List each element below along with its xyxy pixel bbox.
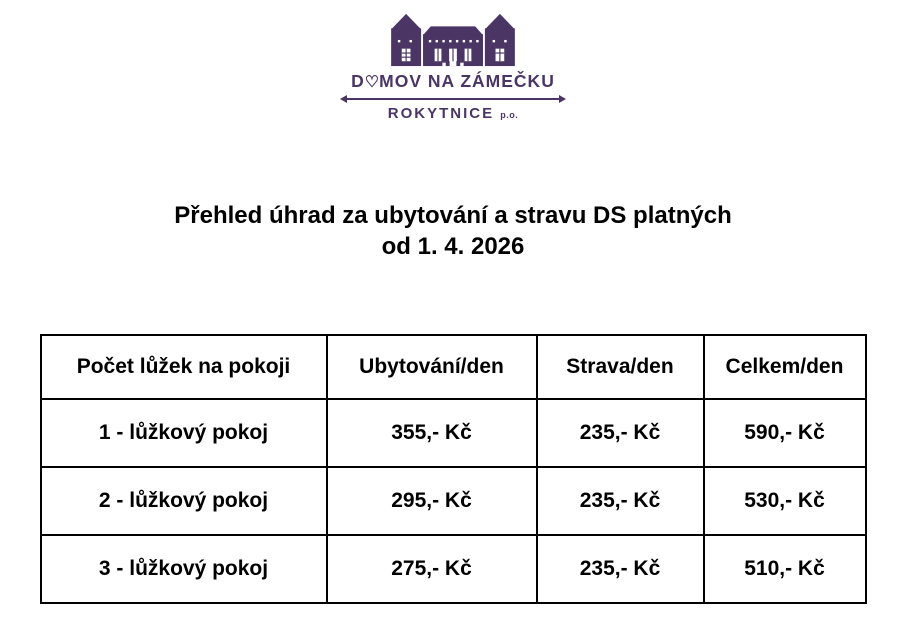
food-price-cell: 235,- Kč [535, 466, 705, 536]
total-price-cell: 590,- Kč [702, 398, 867, 468]
table-header-row: Počet lůžek na pokoji Ubytování/den Stra… [39, 334, 867, 400]
total-price-cell: 530,- Kč [702, 466, 867, 536]
column-header-food: Strava/den [535, 334, 705, 400]
page-title-line2: od 1. 4. 2026 [381, 233, 525, 260]
column-header-beds: Počet lůžek na pokoji [39, 334, 328, 400]
accommodation-price-cell: 275,- Kč [325, 534, 538, 604]
room-type-cell: 3 - lůžkový pokoj [39, 534, 328, 604]
page-title-line1: Přehled úhrad za ubytování a stravu DS p… [174, 202, 732, 229]
table-row: 1 - lůžkový pokoj 355,- Kč 235,- Kč 590,… [39, 398, 867, 468]
price-table: Počet lůžek na pokoji Ubytování/den Stra… [39, 334, 867, 604]
food-price-cell: 235,- Kč [535, 398, 705, 468]
table-row: 3 - lůžkový pokoj 275,- Kč 235,- Kč 510,… [39, 534, 867, 604]
org-wordmark: D♡MOV NA ZÁMEČKU [0, 71, 906, 93]
divider-line [347, 98, 559, 100]
org-wordmark-part1: D [351, 71, 365, 91]
org-subname: ROKYTNICE p.o. [0, 105, 906, 124]
org-subname-text: ROKYTNICE [387, 105, 495, 122]
castle-icon [391, 13, 515, 67]
org-logo: D♡MOV NA ZÁMEČKU ROKYTNICE p.o. [0, 0, 906, 124]
accommodation-price-cell: 355,- Kč [325, 398, 538, 468]
column-header-accommodation: Ubytování/den [325, 334, 538, 400]
room-type-cell: 1 - lůžkový pokoj [39, 398, 328, 468]
org-wordmark-part2: MOV NA ZÁMEČKU [379, 71, 555, 91]
total-price-cell: 510,- Kč [702, 534, 867, 604]
heart-icon: ♡ [364, 74, 380, 91]
logo-divider [340, 95, 566, 103]
org-suffix: p.o. [500, 110, 519, 120]
arrow-left-icon [340, 95, 347, 103]
room-type-cell: 2 - lůžkový pokoj [39, 466, 328, 536]
arrow-right-icon [559, 95, 566, 103]
accommodation-price-cell: 295,- Kč [325, 466, 538, 536]
table-row: 2 - lůžkový pokoj 295,- Kč 235,- Kč 530,… [39, 466, 867, 536]
food-price-cell: 235,- Kč [535, 534, 705, 604]
column-header-total: Celkem/den [702, 334, 867, 400]
page-title: Přehled úhrad za ubytování a stravu DS p… [0, 200, 906, 262]
